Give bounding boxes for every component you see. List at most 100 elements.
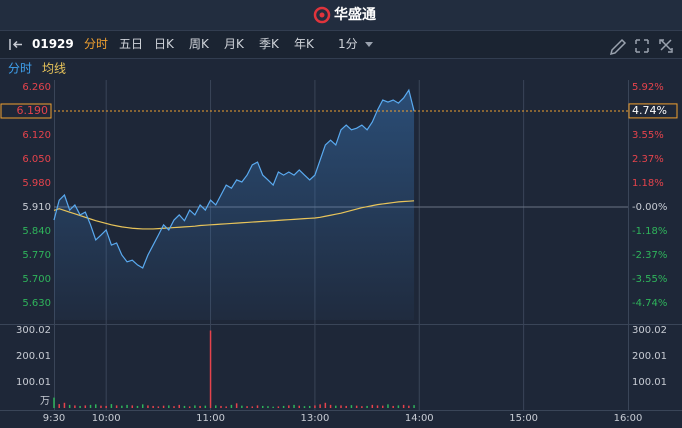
- volume-bar: [345, 405, 347, 408]
- x-tick-label: 10:00: [92, 413, 121, 424]
- volume-bar: [157, 406, 160, 408]
- price-line: [53, 88, 415, 269]
- volume-bar: [141, 404, 144, 408]
- expand-icon[interactable]: [659, 39, 673, 53]
- y2-tick-label: 1.18%: [632, 178, 664, 189]
- last-change-box: [628, 103, 678, 119]
- volume-bar: [392, 405, 394, 408]
- fullscreen-icon[interactable]: [635, 39, 649, 53]
- volume-bar: [350, 405, 353, 408]
- volume-tick-label: 200.01: [16, 351, 51, 362]
- interval-select[interactable]: 1分: [338, 37, 358, 51]
- app-title: 华盛通: [334, 6, 376, 23]
- x-tick-label: 14:00: [405, 413, 434, 424]
- volume-bar: [178, 404, 180, 408]
- volume-bar: [63, 402, 66, 408]
- volume-bar: [204, 405, 207, 408]
- volume-bar: [402, 404, 405, 408]
- volume-bar: [361, 406, 363, 408]
- volume-bar: [329, 404, 332, 408]
- volume-bar: [355, 405, 358, 408]
- volume-bar: [371, 404, 374, 408]
- volume-bar: [366, 405, 368, 408]
- volume-bar: [381, 405, 384, 408]
- volume-bar: [225, 406, 227, 408]
- volume-bar: [105, 405, 107, 408]
- volume-bar: [256, 405, 259, 408]
- volume-bar: [277, 406, 280, 408]
- volume-bar: [303, 406, 306, 408]
- stock-code: 01929: [32, 37, 74, 51]
- y2-tick-label: -4.74%: [632, 298, 667, 309]
- volume-bar: [251, 406, 254, 408]
- volume-bar: [246, 406, 248, 408]
- volume-bar: [215, 405, 217, 408]
- period-tab[interactable]: 分时: [84, 37, 108, 51]
- x-tick-label: 9:30: [43, 413, 65, 424]
- volume-tick-label: 300.02: [16, 325, 51, 336]
- toolbar: [0, 30, 682, 58]
- volume-bar: [131, 405, 134, 408]
- volume-bar: [308, 405, 311, 408]
- volume-bar: [235, 403, 238, 408]
- volume-bar: [162, 405, 165, 408]
- volume-bar: [136, 405, 139, 408]
- period-tab[interactable]: 季K: [259, 37, 280, 51]
- last-change-label: 4.74%: [632, 104, 667, 117]
- volume-bar: [397, 405, 400, 408]
- volume-bar: [241, 405, 243, 408]
- volume-bar: [58, 404, 60, 408]
- last-price-label: 6.190: [17, 104, 49, 117]
- volume-bar: [183, 405, 186, 408]
- period-tab[interactable]: 五日: [119, 37, 143, 51]
- volume-bar: [335, 405, 337, 408]
- period-tab[interactable]: 日K: [154, 37, 175, 51]
- y-tick-label: 5.770: [22, 250, 51, 261]
- volume-bar: [173, 406, 175, 408]
- y2-tick-label: -2.37%: [632, 250, 667, 261]
- period-tab[interactable]: 年K: [294, 37, 315, 51]
- volume-unit: 万: [40, 396, 50, 407]
- volume-bar: [267, 406, 269, 408]
- y-tick-label: 5.980: [22, 178, 51, 189]
- volume-bar: [94, 404, 97, 408]
- volume-bar: [147, 405, 149, 408]
- volume-bar: [314, 405, 316, 408]
- y-tick-label: 6.050: [22, 154, 51, 165]
- y2-tick-label: -1.18%: [632, 226, 667, 237]
- volume-bar: [194, 405, 196, 408]
- volume-bar: [110, 404, 113, 408]
- title-bar: [0, 0, 682, 30]
- y2-tick-label: 3.55%: [632, 130, 664, 141]
- collapse-button[interactable]: [9, 39, 22, 50]
- volume-bar: [79, 405, 81, 408]
- volume-bar: [209, 330, 212, 408]
- draw-icon[interactable]: [609, 38, 627, 56]
- volume-tick-label: 300.02: [632, 325, 667, 336]
- volume-bar: [324, 402, 327, 408]
- period-tab[interactable]: 月K: [224, 37, 245, 51]
- volume-bar: [319, 404, 321, 408]
- y-tick-label: 5.700: [22, 274, 51, 285]
- volume-bar: [413, 405, 415, 408]
- average-line: [53, 200, 415, 230]
- volume-bar: [115, 405, 118, 408]
- volume-bar: [89, 404, 92, 408]
- last-price-box: [0, 103, 52, 119]
- price-area: [54, 90, 415, 320]
- period-tab[interactable]: 周K: [189, 37, 210, 51]
- volume-bar: [288, 405, 290, 408]
- y2-tick-label: -3.55%: [632, 274, 667, 285]
- y2-tick-label: -0.00%: [632, 202, 667, 213]
- logo-icon: [313, 6, 331, 24]
- volume-bar: [340, 405, 342, 408]
- volume-tick-label: 100.01: [16, 377, 51, 388]
- dropdown-arrow[interactable]: [365, 42, 373, 47]
- volume-bar: [387, 404, 389, 408]
- y-tick-label: 5.910: [22, 202, 51, 213]
- legend-entry: 分时: [8, 62, 32, 76]
- x-tick-label: 13:00: [300, 413, 329, 424]
- volume-bar: [408, 405, 410, 408]
- volume-bar: [68, 404, 71, 408]
